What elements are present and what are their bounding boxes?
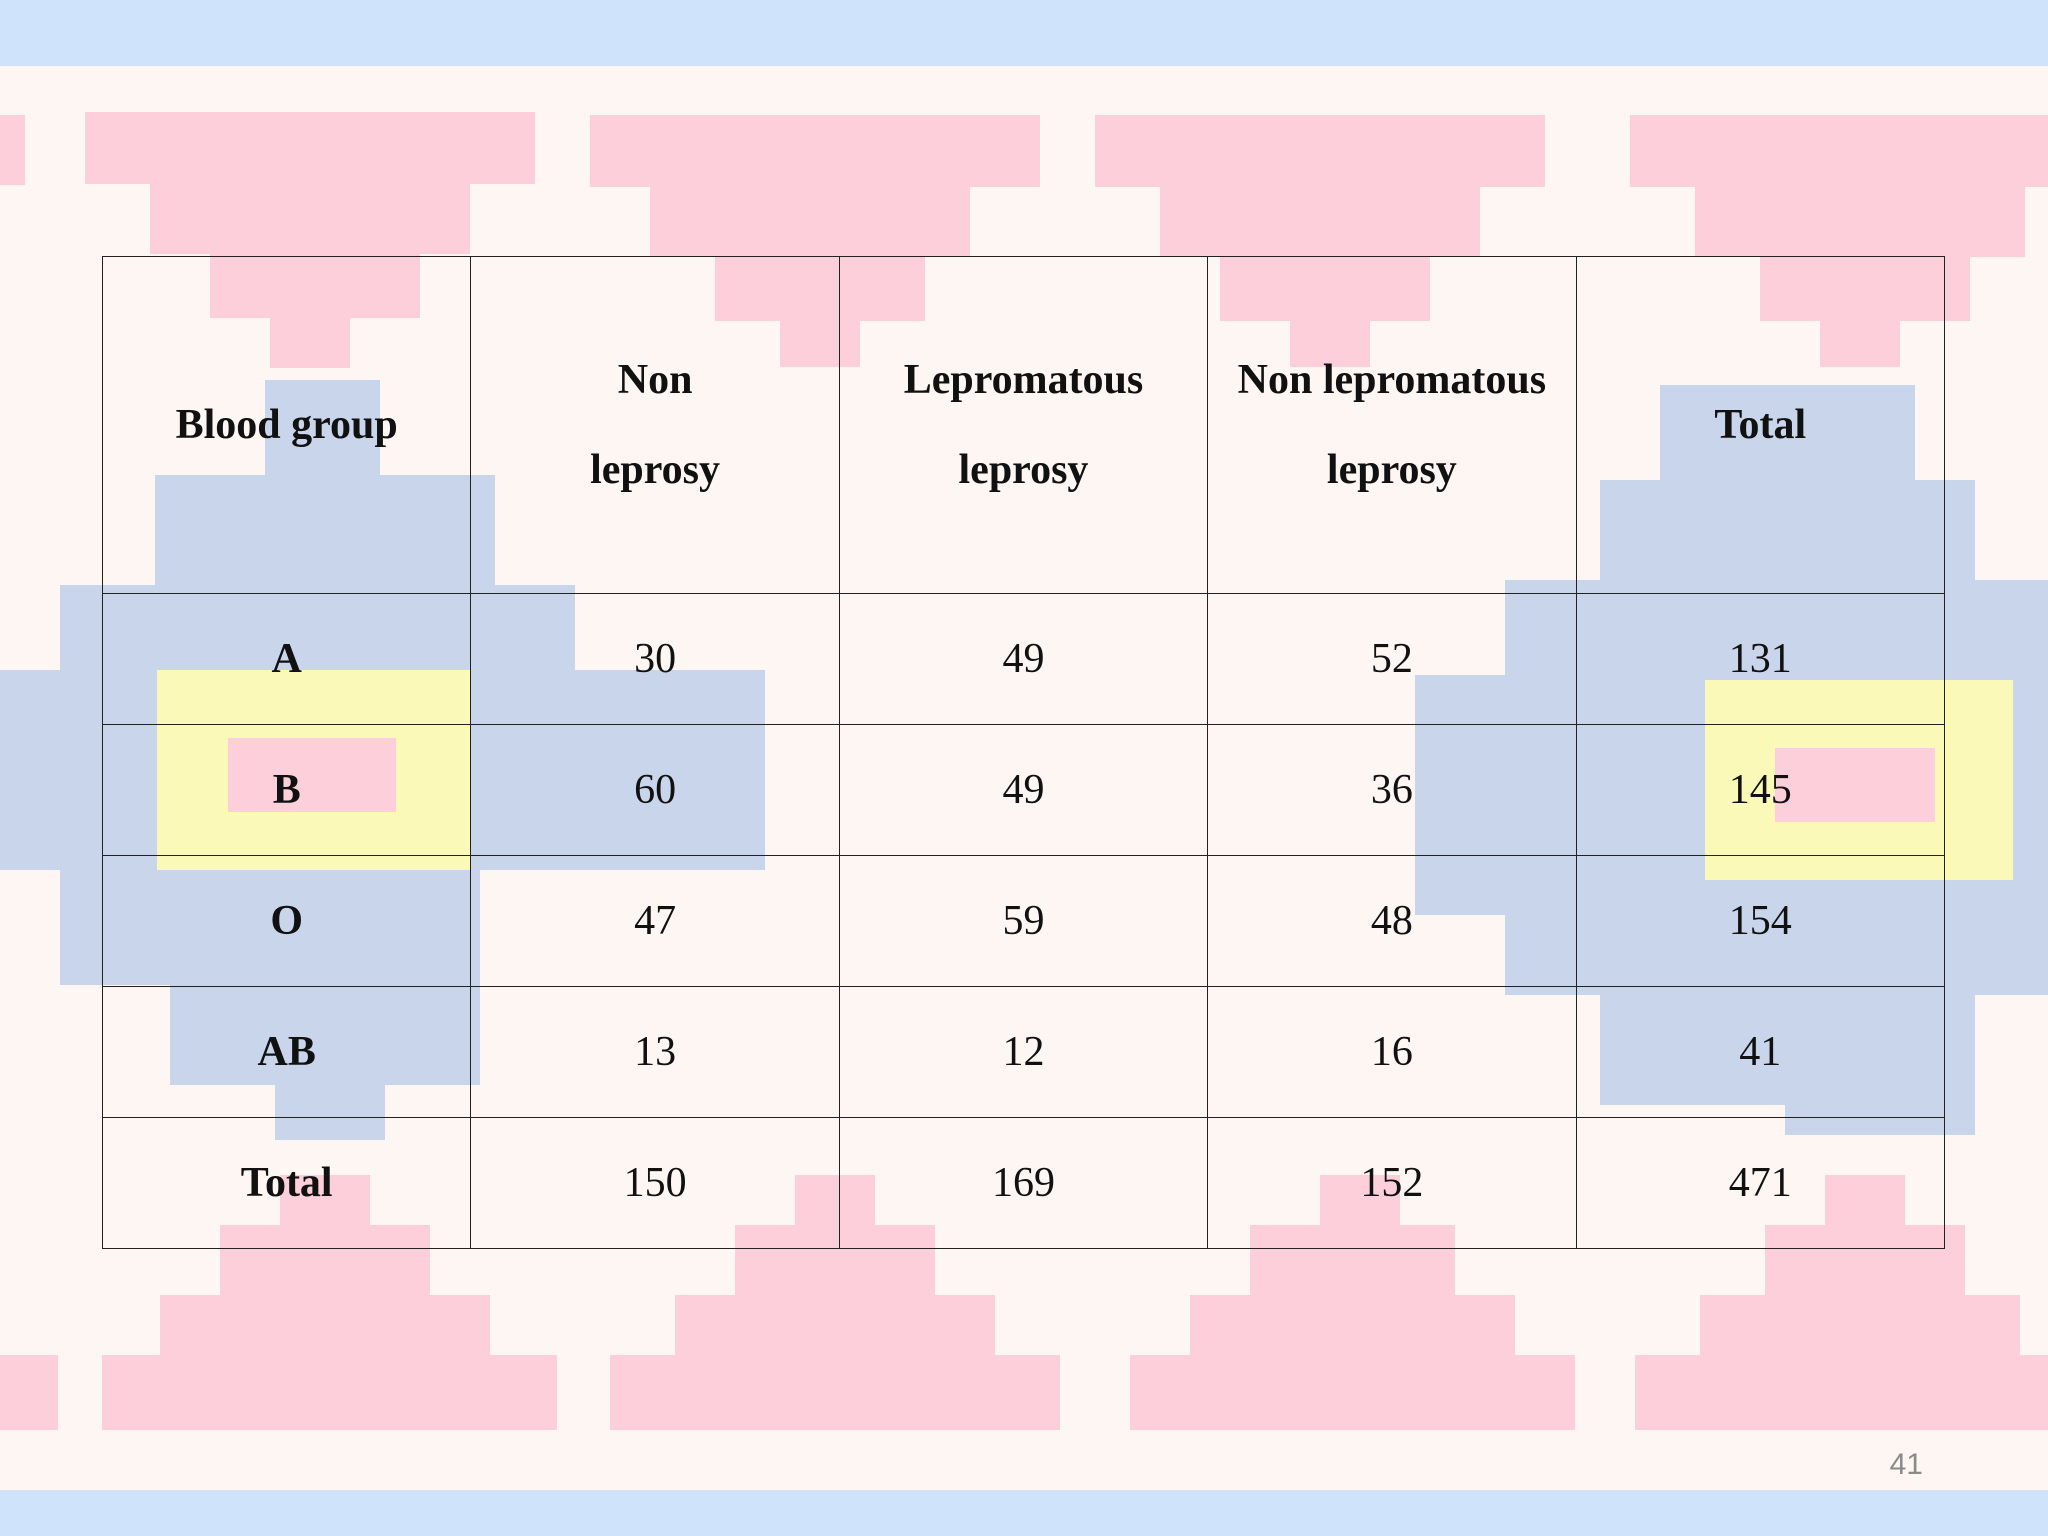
- table-cell: 47: [470, 855, 840, 987]
- blood-group-table-container: Blood group Non leprosy Lepromatous lepr…: [101, 256, 1946, 1249]
- table-row: AB 13 12 16 41: [101, 986, 1946, 1118]
- header-line: leprosy: [958, 447, 1089, 493]
- row-label: B: [101, 724, 472, 856]
- table-row: B 60 49 36 145: [101, 724, 1946, 856]
- table-cell: 41: [1575, 986, 1946, 1118]
- table-cell: 48: [1207, 855, 1577, 987]
- header-line: Non lepromatous: [1237, 357, 1547, 403]
- header-non-leprosy: Non leprosy: [470, 256, 840, 594]
- header-line: Lepromatous: [903, 357, 1144, 403]
- header-line: leprosy: [1326, 447, 1457, 493]
- total-cell: 471: [1575, 1117, 1946, 1249]
- row-label: AB: [101, 986, 472, 1118]
- row-label: A: [101, 593, 472, 725]
- header-blood-group: Blood group: [101, 256, 472, 594]
- table-row: A 30 49 52 131: [101, 593, 1946, 725]
- header-line: Blood group: [175, 402, 398, 448]
- table-total-row: Total 150 169 152 471: [101, 1117, 1946, 1249]
- table-cell: 49: [838, 593, 1209, 725]
- table-cell: 131: [1575, 593, 1946, 725]
- total-row-label: Total: [101, 1117, 472, 1249]
- header-total: Total: [1575, 256, 1946, 594]
- table-cell: 60: [470, 724, 840, 856]
- table-row: O 47 59 48 154: [101, 855, 1946, 987]
- blood-group-table: Blood group Non leprosy Lepromatous lepr…: [101, 256, 1946, 1249]
- row-label: O: [101, 855, 472, 987]
- table-cell: 145: [1575, 724, 1946, 856]
- table-cell: 52: [1207, 593, 1577, 725]
- slide-page-number: 41: [1889, 1448, 1923, 1481]
- table-cell: 59: [838, 855, 1209, 987]
- header-line: Non: [617, 357, 693, 403]
- header-line: leprosy: [590, 447, 721, 493]
- total-cell: 169: [838, 1117, 1209, 1249]
- table-cell: 13: [470, 986, 840, 1118]
- table-cell: 36: [1207, 724, 1577, 856]
- table-cell: 12: [838, 986, 1209, 1118]
- table-cell: 49: [838, 724, 1209, 856]
- header-lepromatous-leprosy: Lepromatous leprosy: [838, 256, 1209, 594]
- total-cell: 150: [470, 1117, 840, 1249]
- table-cell: 16: [1207, 986, 1577, 1118]
- table-header-row: Blood group Non leprosy Lepromatous lepr…: [101, 256, 1946, 594]
- header-non-lepromatous-leprosy: Non lepromatous leprosy: [1207, 256, 1577, 594]
- header-line: Total: [1714, 402, 1807, 448]
- total-cell: 152: [1207, 1117, 1577, 1249]
- table-cell: 154: [1575, 855, 1946, 987]
- table-cell: 30: [470, 593, 840, 725]
